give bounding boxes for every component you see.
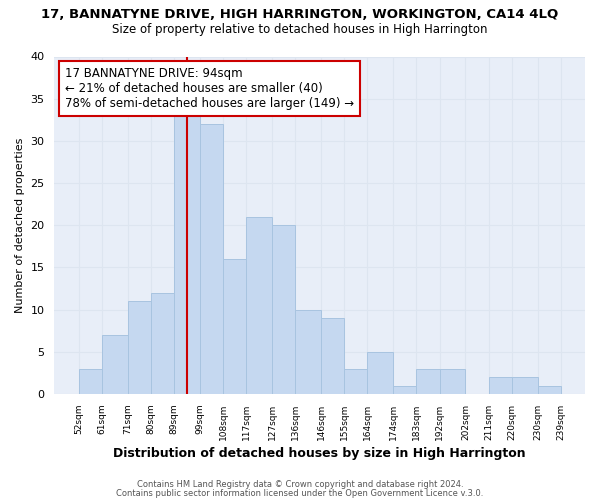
Bar bbox=[488, 377, 512, 394]
Bar bbox=[246, 217, 272, 394]
Bar bbox=[538, 386, 561, 394]
Bar bbox=[367, 352, 393, 394]
Bar bbox=[128, 301, 151, 394]
Bar bbox=[512, 377, 538, 394]
Bar bbox=[440, 368, 466, 394]
Bar bbox=[272, 225, 295, 394]
Y-axis label: Number of detached properties: Number of detached properties bbox=[15, 138, 25, 313]
Bar bbox=[200, 124, 223, 394]
Text: Size of property relative to detached houses in High Harrington: Size of property relative to detached ho… bbox=[112, 22, 488, 36]
X-axis label: Distribution of detached houses by size in High Harrington: Distribution of detached houses by size … bbox=[113, 447, 526, 460]
Text: Contains public sector information licensed under the Open Government Licence v.: Contains public sector information licen… bbox=[116, 488, 484, 498]
Bar bbox=[393, 386, 416, 394]
Bar bbox=[223, 259, 246, 394]
Bar bbox=[321, 318, 344, 394]
Bar bbox=[174, 116, 200, 394]
Bar bbox=[151, 292, 174, 394]
Bar bbox=[102, 335, 128, 394]
Bar bbox=[79, 368, 102, 394]
Text: 17, BANNATYNE DRIVE, HIGH HARRINGTON, WORKINGTON, CA14 4LQ: 17, BANNATYNE DRIVE, HIGH HARRINGTON, WO… bbox=[41, 8, 559, 20]
Text: Contains HM Land Registry data © Crown copyright and database right 2024.: Contains HM Land Registry data © Crown c… bbox=[137, 480, 463, 489]
Bar bbox=[416, 368, 440, 394]
Text: 17 BANNATYNE DRIVE: 94sqm
← 21% of detached houses are smaller (40)
78% of semi-: 17 BANNATYNE DRIVE: 94sqm ← 21% of detac… bbox=[65, 66, 354, 110]
Bar bbox=[295, 310, 321, 394]
Bar bbox=[344, 368, 367, 394]
